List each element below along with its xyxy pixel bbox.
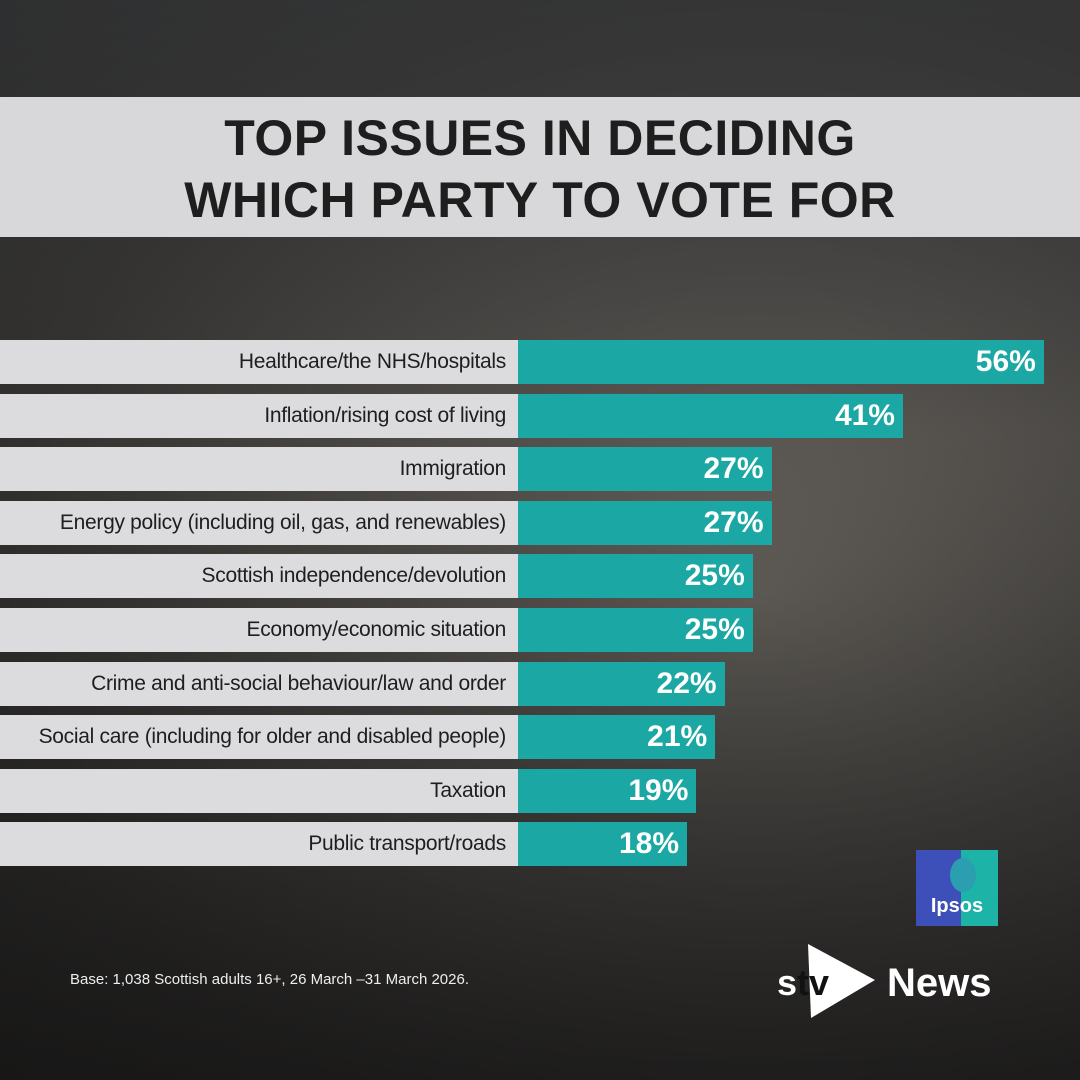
category-label: Public transport/roads	[308, 832, 506, 856]
category-label-box: Economy/economic situation	[0, 608, 518, 652]
category-label: Healthcare/the NHS/hospitals	[238, 350, 506, 373]
category-label: Immigration	[399, 457, 507, 481]
bar: 25%	[518, 554, 753, 599]
news-text: News	[887, 961, 992, 1005]
chart-title: TOP ISSUES IN DECIDING WHICH PARTY TO VO…	[0, 107, 1080, 231]
title-band	[0, 97, 1080, 237]
ipsos-head-icon	[950, 858, 976, 892]
stv-text: tv	[797, 962, 829, 1003]
value-label: 22%	[656, 666, 717, 700]
category-label-box: Immigration	[0, 447, 518, 492]
category-label-box: Energy policy (including oil, gas, and r…	[0, 500, 518, 545]
bar: 27%	[518, 447, 772, 492]
value-label: 25%	[684, 559, 745, 593]
bar: 21%	[518, 715, 716, 760]
bar: 56%	[518, 340, 1044, 384]
category-label-box: Social care (including for older and dis…	[0, 715, 518, 760]
title-line-1: TOP ISSUES IN DECIDING	[224, 110, 856, 166]
category-label: Inflation/rising cost of living	[264, 403, 506, 427]
footnote: Base: 1,038 Scottish adults 16+, 26 Marc…	[70, 971, 469, 988]
category-label-box: Inflation/rising cost of living	[0, 393, 518, 438]
category-label: Scottish independence/devolution	[201, 564, 507, 588]
category-label-box: Healthcare/the NHS/hospitals	[0, 340, 518, 384]
value-label: 27%	[703, 452, 764, 486]
ipsos-logo: Ipsos	[916, 850, 998, 926]
category-label-box: Public transport/roads	[0, 822, 518, 867]
value-label: 56%	[975, 345, 1036, 378]
category-label: Economy/economic situation	[246, 618, 507, 641]
bar: 41%	[518, 393, 903, 438]
category-label-box: Crime and anti-social behaviour/law and …	[0, 661, 518, 706]
category-label-box: Taxation	[0, 768, 518, 813]
value-label: 21%	[647, 720, 708, 754]
category-label: Energy policy (including oil, gas, and r…	[59, 510, 506, 534]
bar: 22%	[518, 661, 725, 706]
title-line-2: WHICH PARTY TO VOTE FOR	[184, 172, 896, 228]
value-label: 19%	[628, 773, 689, 807]
bar: 18%	[518, 822, 688, 867]
value-label: 41%	[834, 398, 895, 432]
category-label: Crime and anti-social behaviour/law and …	[91, 671, 506, 695]
ipsos-logo-text: Ipsos	[930, 895, 984, 917]
value-label: 18%	[618, 827, 680, 861]
value-label: 25%	[684, 613, 745, 646]
category-label-box: Scottish independence/devolution	[0, 554, 518, 599]
bar: 19%	[518, 768, 697, 813]
bar: 25%	[518, 608, 753, 652]
stv-text-part1: s	[777, 962, 797, 1003]
category-label: Taxation	[430, 778, 506, 802]
stv-triangle-icon	[808, 944, 875, 1018]
bar: 27%	[518, 500, 772, 545]
stv-news-logo: s tv News	[777, 944, 992, 1018]
value-label: 27%	[703, 505, 764, 539]
category-label: Social care (including for older and dis…	[38, 725, 507, 749]
